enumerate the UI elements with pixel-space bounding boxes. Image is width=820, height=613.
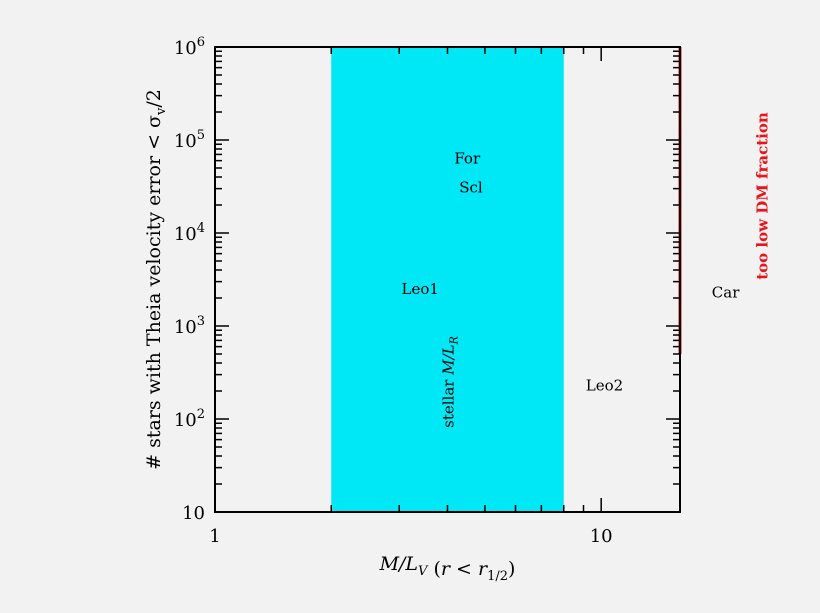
y-tick-label: 102	[174, 407, 205, 431]
point-label-car: Car	[712, 283, 740, 301]
y-tick-label: 104	[174, 221, 205, 245]
point-label-leo1: Leo1	[402, 280, 439, 298]
x-axis-title: M/LV (r < r1/2)	[379, 553, 516, 584]
point-label-scl: Scl	[459, 178, 483, 196]
point-label-leo2: Leo2	[586, 376, 623, 394]
y-tick-label: 105	[174, 128, 205, 152]
plot-frame	[214, 46, 681, 513]
stellar-ml-band	[331, 47, 564, 512]
band-label: stellar M/LR	[440, 336, 461, 428]
y-tick-label: 10	[182, 503, 205, 524]
y-tick-label: 103	[174, 314, 205, 338]
y-tick-label: 106	[174, 35, 205, 59]
annotation-too-low-dm: too low DM fraction	[753, 112, 771, 280]
x-tick-label: 10	[590, 526, 613, 547]
x-tick-label: 1	[209, 526, 220, 547]
y-axis-title: # stars with Theia velocity error < σv/2	[143, 89, 169, 470]
point-label-for: For	[454, 150, 481, 168]
